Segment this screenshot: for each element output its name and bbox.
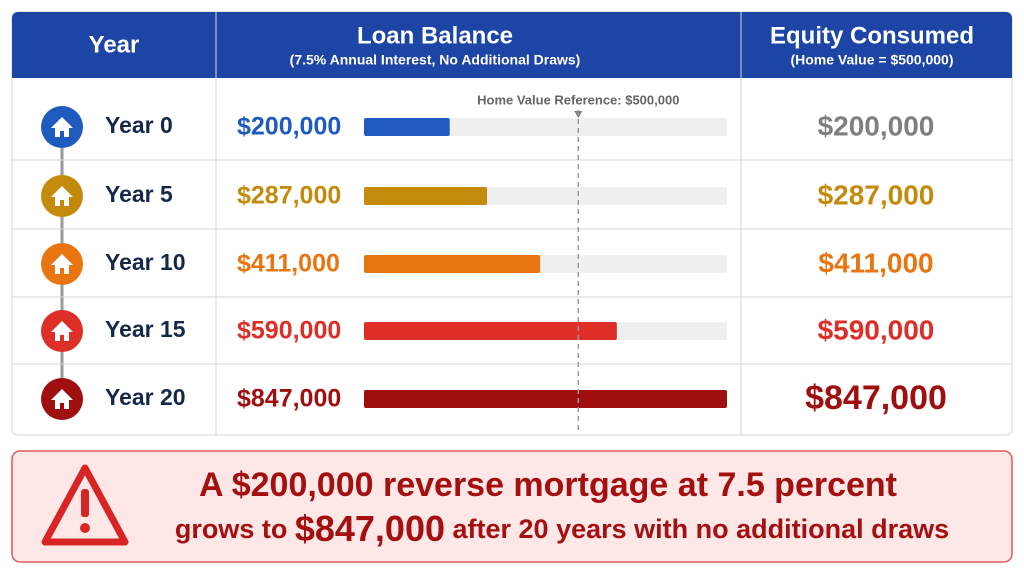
header-equity: Equity Consumed xyxy=(770,22,974,49)
year-label: Year 0 xyxy=(105,112,173,138)
balance-bar xyxy=(364,322,617,340)
balance-bar xyxy=(364,187,487,205)
warning-icon xyxy=(41,464,129,546)
balance-label: $200,000 xyxy=(237,113,341,141)
balance-bar xyxy=(364,255,541,273)
equity-label: $200,000 xyxy=(818,110,935,141)
warning-icon-bar xyxy=(81,489,89,517)
balance-label: $847,000 xyxy=(237,385,341,413)
header-loan-note: (7.5% Annual Interest, No Additional Dra… xyxy=(290,52,581,68)
callout-amount: $847,000 xyxy=(295,508,445,549)
header-year: Year xyxy=(89,31,140,58)
callout-line1: A $200,000 reverse mortgage at 7.5 perce… xyxy=(199,466,897,504)
callout-text: grows to xyxy=(175,514,288,544)
header-loan: Loan Balance xyxy=(357,22,513,49)
reference-label: Home Value Reference: $500,000 xyxy=(477,92,679,107)
house-icon xyxy=(51,321,73,341)
equity-label: $847,000 xyxy=(805,379,947,417)
callout-text: after 20 years with no additional draws xyxy=(453,514,950,544)
header-equity-note: (Home Value = $500,000) xyxy=(790,52,953,68)
bar-track xyxy=(364,118,727,136)
table-header xyxy=(12,12,1012,78)
house-icon xyxy=(51,186,73,206)
warning-icon-dot xyxy=(80,523,90,533)
house-icon xyxy=(51,117,73,137)
equity-label: $287,000 xyxy=(818,179,935,210)
year-label: Year 20 xyxy=(105,384,186,410)
callout-box xyxy=(11,450,1013,563)
year-label: Year 5 xyxy=(105,181,173,207)
callout-line2: grows to $847,000 after 20 years with no… xyxy=(175,508,949,549)
equity-label: $590,000 xyxy=(818,314,935,345)
house-icon xyxy=(51,389,73,409)
balance-bar xyxy=(364,118,450,136)
house-icon xyxy=(51,254,73,274)
year-label: Year 15 xyxy=(105,316,186,342)
equity-label: $411,000 xyxy=(818,247,933,278)
balance-label: $411,000 xyxy=(237,250,340,278)
balance-label: $287,000 xyxy=(237,182,341,210)
year-label: Year 10 xyxy=(105,249,186,275)
balance-label: $590,000 xyxy=(237,317,341,345)
balance-bar xyxy=(364,390,727,408)
